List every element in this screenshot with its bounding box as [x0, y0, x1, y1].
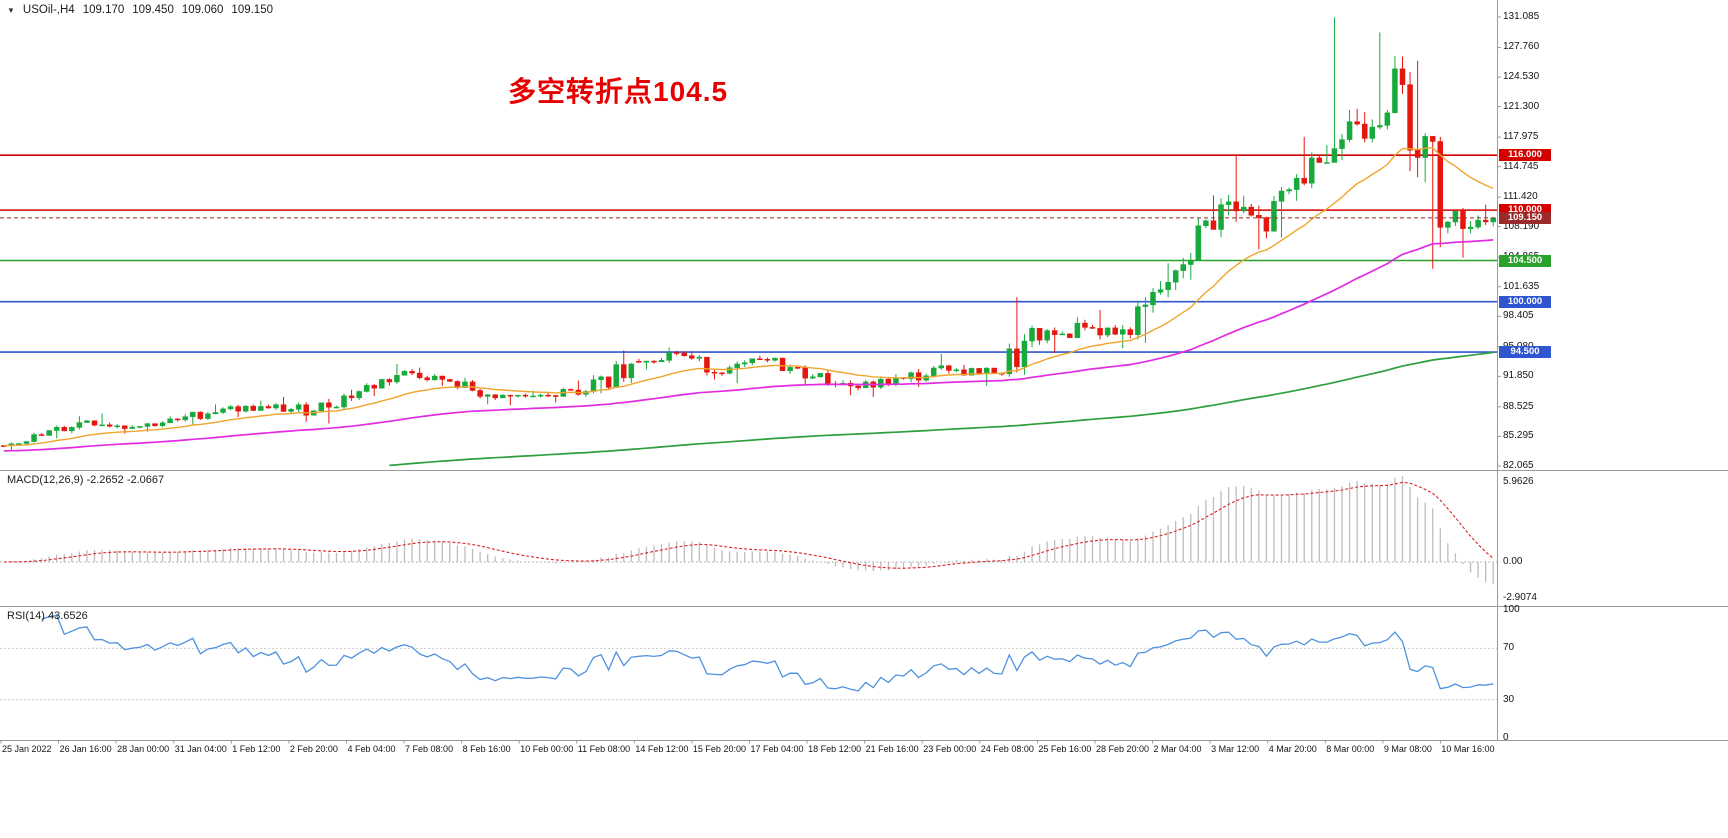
price-axis-tick: 101.635 — [1503, 280, 1540, 292]
macd-axis-tick: -2.9074 — [1503, 592, 1537, 603]
time-axis-label: 2 Mar 04:00 — [1153, 744, 1202, 754]
rsi-axis-tick: 30 — [1503, 693, 1515, 705]
chart-annotation-text: 多空转折点104.5 — [508, 76, 729, 107]
macd-axis-tick: 5.9626 — [1503, 476, 1534, 487]
price-axis-tick: 88.525 — [1503, 400, 1534, 412]
time-axis-label: 25 Feb 16:00 — [1038, 744, 1092, 754]
rsi-axis-tick: 100 — [1503, 604, 1520, 615]
expand-arrow-icon[interactable]: ▼ — [7, 5, 15, 15]
time-axis-label: 25 Jan 2022 — [2, 744, 52, 754]
time-axis-label: 15 Feb 20:00 — [692, 744, 746, 754]
time-axis-label: 17 Feb 04:00 — [750, 744, 804, 754]
time-axis-label: 7 Feb 08:00 — [405, 744, 454, 754]
macd-signal-line — [3, 481, 1494, 569]
time-axis-label: 18 Feb 12:00 — [808, 744, 862, 754]
time-axis-label: 21 Feb 16:00 — [865, 744, 919, 754]
time-axis-label: 8 Feb 16:00 — [462, 744, 511, 754]
time-axis-label: 23 Feb 00:00 — [923, 744, 977, 754]
level-badge-94.500: 94.500 — [1499, 346, 1551, 359]
price-axis-tick: 121.300 — [1503, 100, 1540, 112]
macd-indicator-label: MACD(12,26,9) -2.2652 -2.0667 — [7, 474, 165, 486]
time-axis-label: 10 Feb 00:00 — [520, 744, 574, 754]
chart-canvas[interactable] — [0, 0, 1728, 766]
time-axis-label: 26 Jan 16:00 — [59, 744, 112, 754]
level-badge-100.000: 100.000 — [1499, 295, 1551, 308]
price-axis-tick: 124.530 — [1503, 71, 1540, 83]
time-axis-label: 10 Mar 16:00 — [1441, 744, 1495, 754]
rsi-indicator-label: RSI(14) 43.6526 — [7, 610, 88, 622]
price-axis-tick: 114.745 — [1503, 160, 1539, 172]
level-badge-104.500: 104.500 — [1499, 254, 1551, 267]
price-axis-tick: 127.760 — [1503, 41, 1540, 53]
price-axis-tick: 131.085 — [1503, 11, 1540, 22]
time-axis-label: 31 Jan 04:00 — [174, 744, 227, 754]
macd-axis-tick: 0.00 — [1503, 556, 1523, 567]
ohlc-high: 109.450 — [132, 4, 174, 16]
rsi-line — [41, 614, 1494, 692]
ohlc-low: 109.060 — [181, 4, 224, 16]
ohlc-open: 109.170 — [82, 4, 125, 16]
ohlc-close: 109.150 — [231, 4, 273, 16]
ma-slow-line — [389, 351, 1494, 467]
price-axis-tick: 111.420 — [1503, 191, 1538, 203]
time-axis-label: 28 Feb 20:00 — [1095, 744, 1149, 754]
time-axis-label: 3 Mar 12:00 — [1211, 744, 1260, 754]
time-axis-label: 24 Feb 08:00 — [980, 744, 1034, 754]
price-axis-tick: 91.850 — [1503, 370, 1534, 382]
time-axis-label: 4 Mar 20:00 — [1268, 744, 1317, 754]
candles-layer — [1, 17, 1496, 451]
time-axis-label: 28 Jan 00:00 — [117, 744, 170, 754]
ma-mid-line — [3, 239, 1494, 452]
price-axis-tick: 117.975 — [1503, 131, 1539, 143]
time-axis-label: 2 Feb 20:00 — [289, 744, 338, 754]
time-axis-label: 8 Mar 00:00 — [1326, 744, 1375, 754]
time-axis-label: 9 Mar 08:00 — [1383, 744, 1432, 754]
symbol-ohlc-readout: ▼ USOil-,H4 109.170 109.450 109.060 109.… — [7, 4, 273, 16]
rsi-axis-tick: 0 — [1503, 732, 1509, 743]
ma-fast-line — [3, 146, 1494, 447]
symbol-name: USOil-,H4 — [22, 4, 75, 16]
macd-histogram — [10, 476, 1494, 585]
time-axis-label: 14 Feb 12:00 — [635, 744, 689, 754]
price-axis-tick: 82.065 — [1503, 460, 1534, 471]
level-badge-116.000: 116.000 — [1499, 149, 1551, 162]
time-axis-label: 4 Feb 04:00 — [347, 744, 396, 754]
rsi-axis-tick: 70 — [1503, 642, 1515, 654]
price-axis-tick: 98.405 — [1503, 310, 1534, 322]
time-axis-label: 1 Feb 12:00 — [232, 744, 281, 754]
price-axis-tick: 85.295 — [1503, 430, 1534, 442]
current-price-badge: 109.150 — [1499, 211, 1551, 224]
price-axis-tick: 108.190 — [1503, 220, 1540, 232]
time-axis-label: 11 Feb 08:00 — [577, 744, 631, 754]
